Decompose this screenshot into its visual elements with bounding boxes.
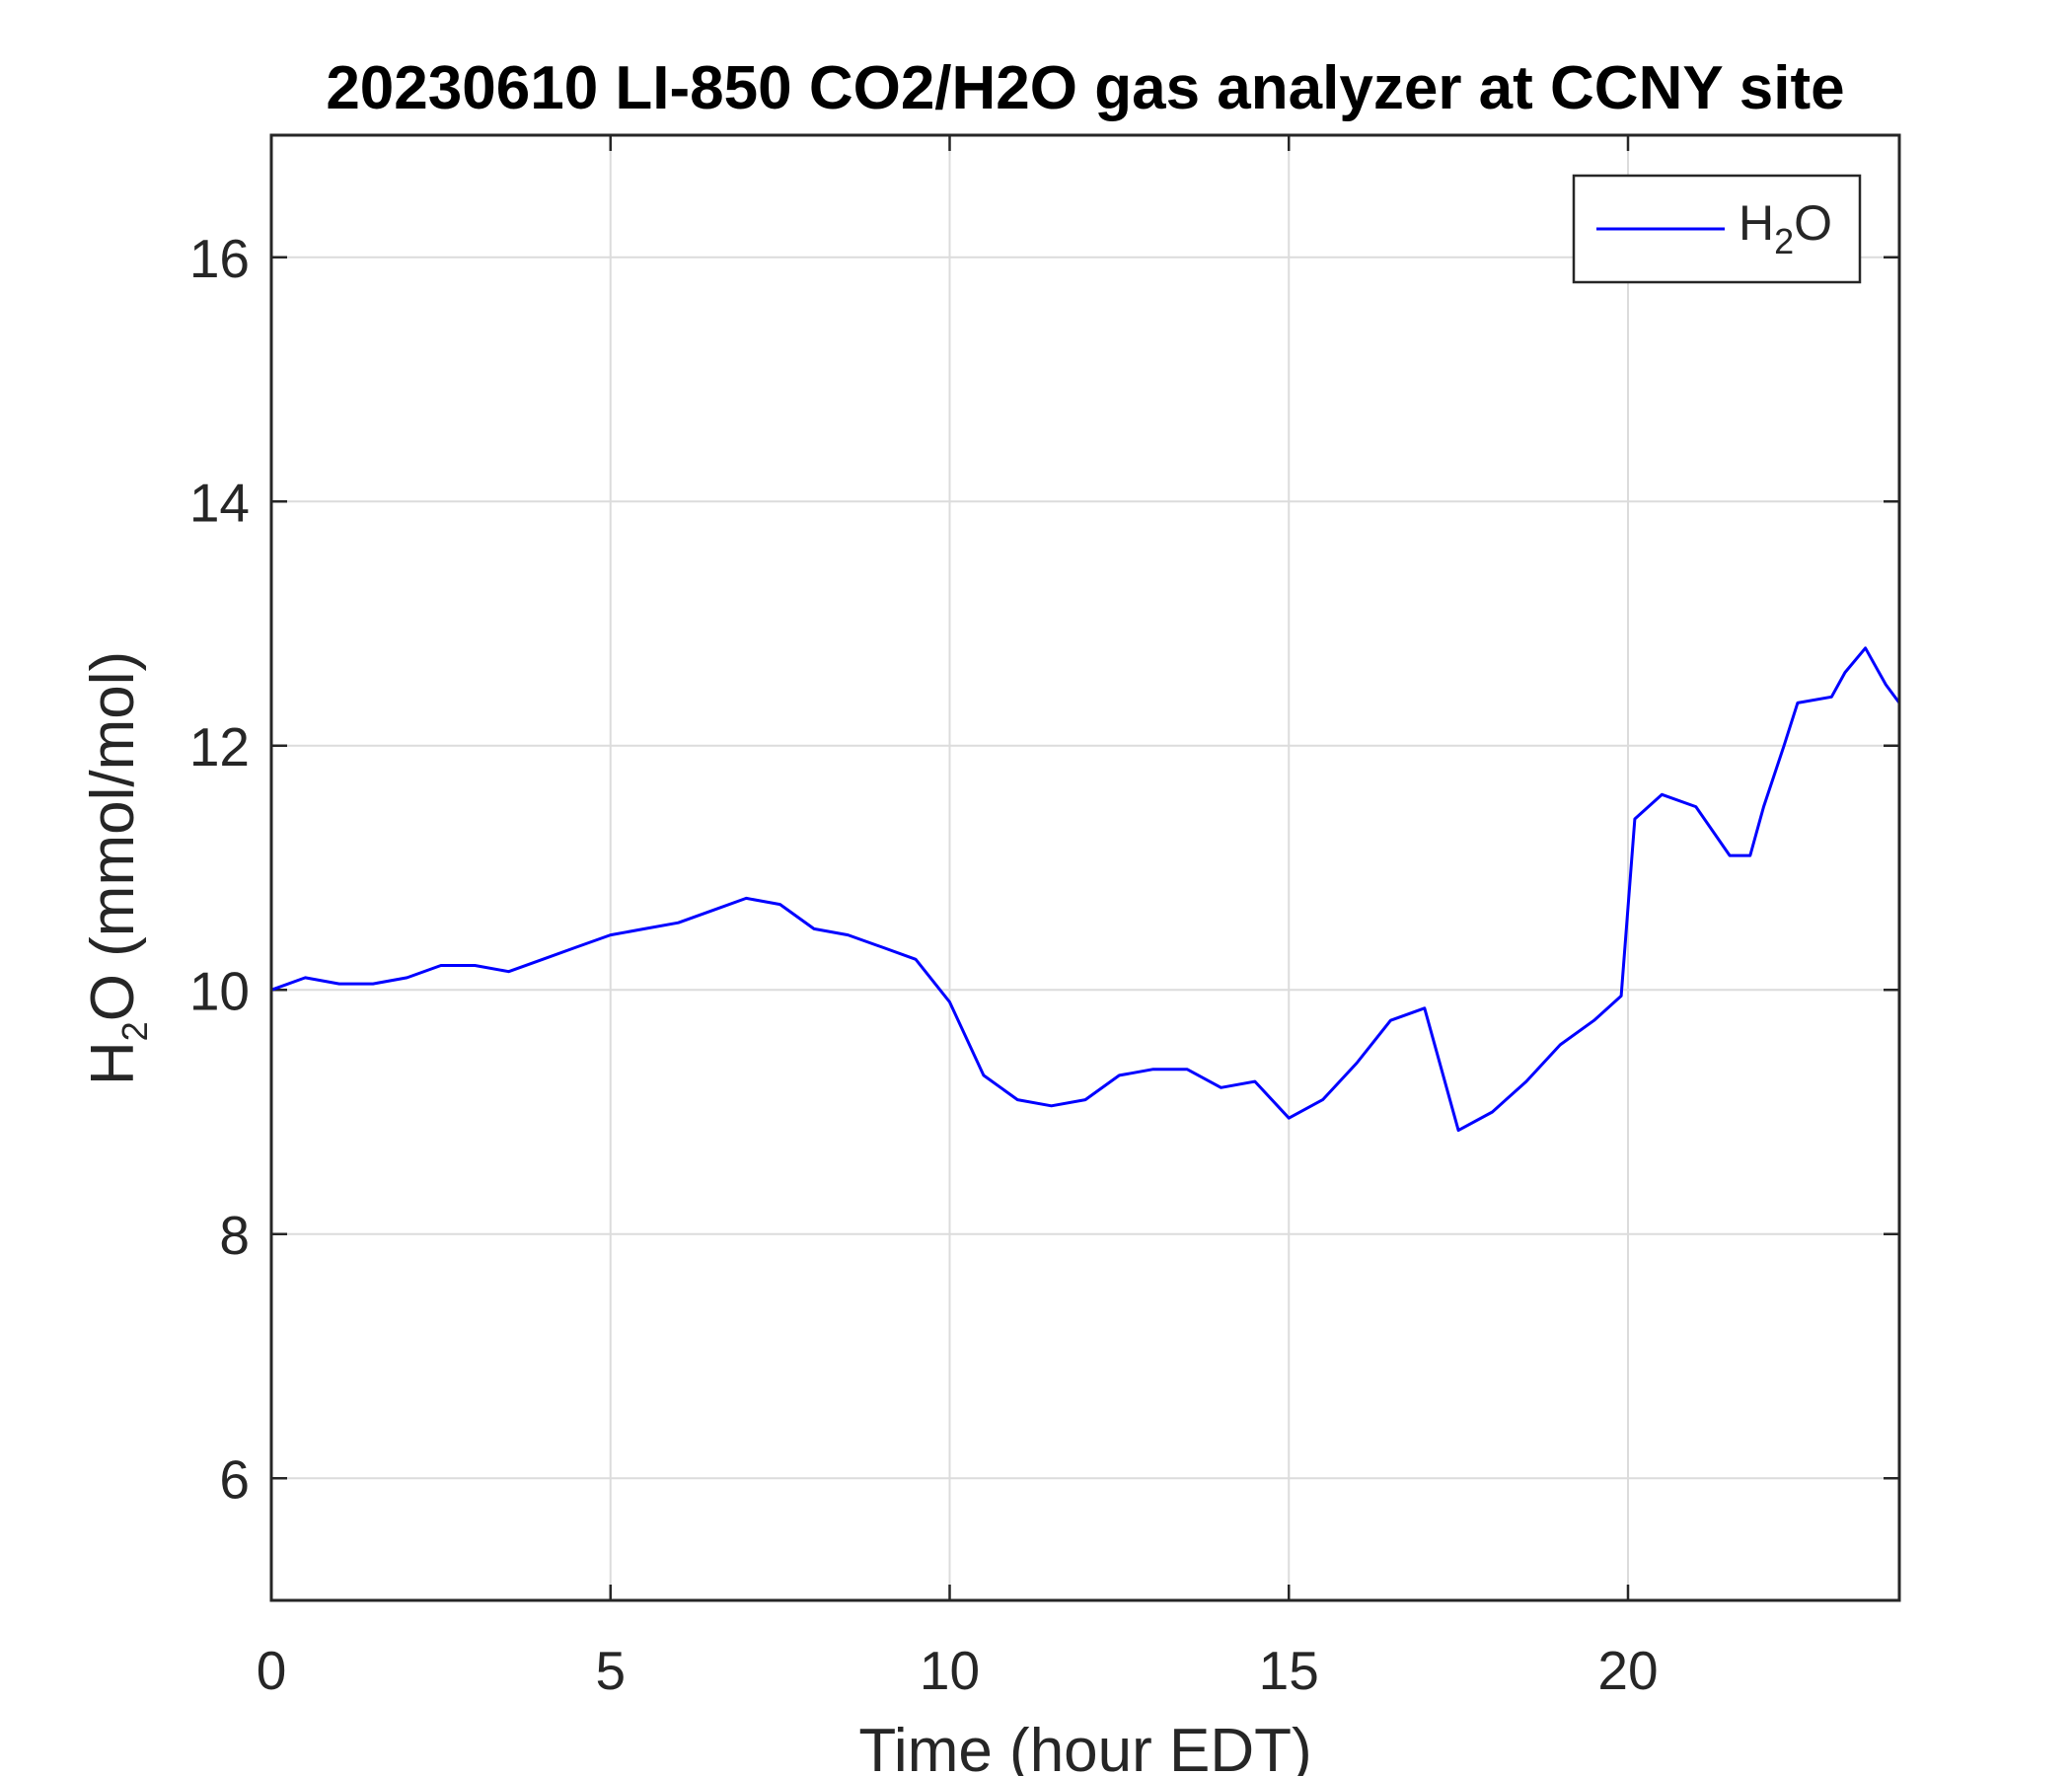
y-axis-label-rest: O (mmol/mol)	[79, 651, 147, 1021]
y-axis-label: H2O (mmol/mol)	[79, 651, 155, 1085]
y-tick-label: 16	[189, 228, 250, 289]
chart-title: 20230610 LI-850 CO2/H2O gas analyzer at …	[326, 54, 1844, 122]
series-line-h2o	[270, 646, 1901, 1133]
legend-label-main: H	[1739, 195, 1774, 251]
x-tick-label: 0	[257, 1640, 287, 1701]
legend-label-subscript: 2	[1774, 221, 1794, 261]
plot-axes-box	[269, 133, 1901, 1602]
y-tick-label: 14	[189, 472, 250, 533]
y-tick-label: 10	[189, 960, 250, 1021]
axis-ticks	[269, 135, 1899, 1600]
x-tick-label: 5	[595, 1640, 626, 1701]
legend-label-rest: O	[1794, 195, 1832, 251]
x-tick-label: 15	[1259, 1640, 1319, 1701]
y-tick-label: 12	[189, 716, 250, 777]
legend-label: H2O	[1739, 195, 1832, 261]
x-tick-label: 10	[920, 1640, 980, 1701]
y-tick-labels: 6 8 10 12 14 16	[189, 228, 250, 1511]
grid-lines	[270, 135, 1899, 1600]
y-axis-label-main: H	[79, 1041, 147, 1085]
x-axis-label: Time (hour EDT)	[858, 1717, 1311, 1776]
plot-area	[270, 646, 1901, 1133]
y-tick-label: 6	[219, 1448, 250, 1510]
legend: H2O	[1572, 174, 1862, 284]
y-tick-label: 8	[219, 1205, 250, 1266]
y-axis-label-subscript: 2	[114, 1021, 155, 1041]
x-tick-labels: 0 5 10 15 20	[257, 1640, 1659, 1701]
x-tick-label: 20	[1597, 1640, 1658, 1701]
